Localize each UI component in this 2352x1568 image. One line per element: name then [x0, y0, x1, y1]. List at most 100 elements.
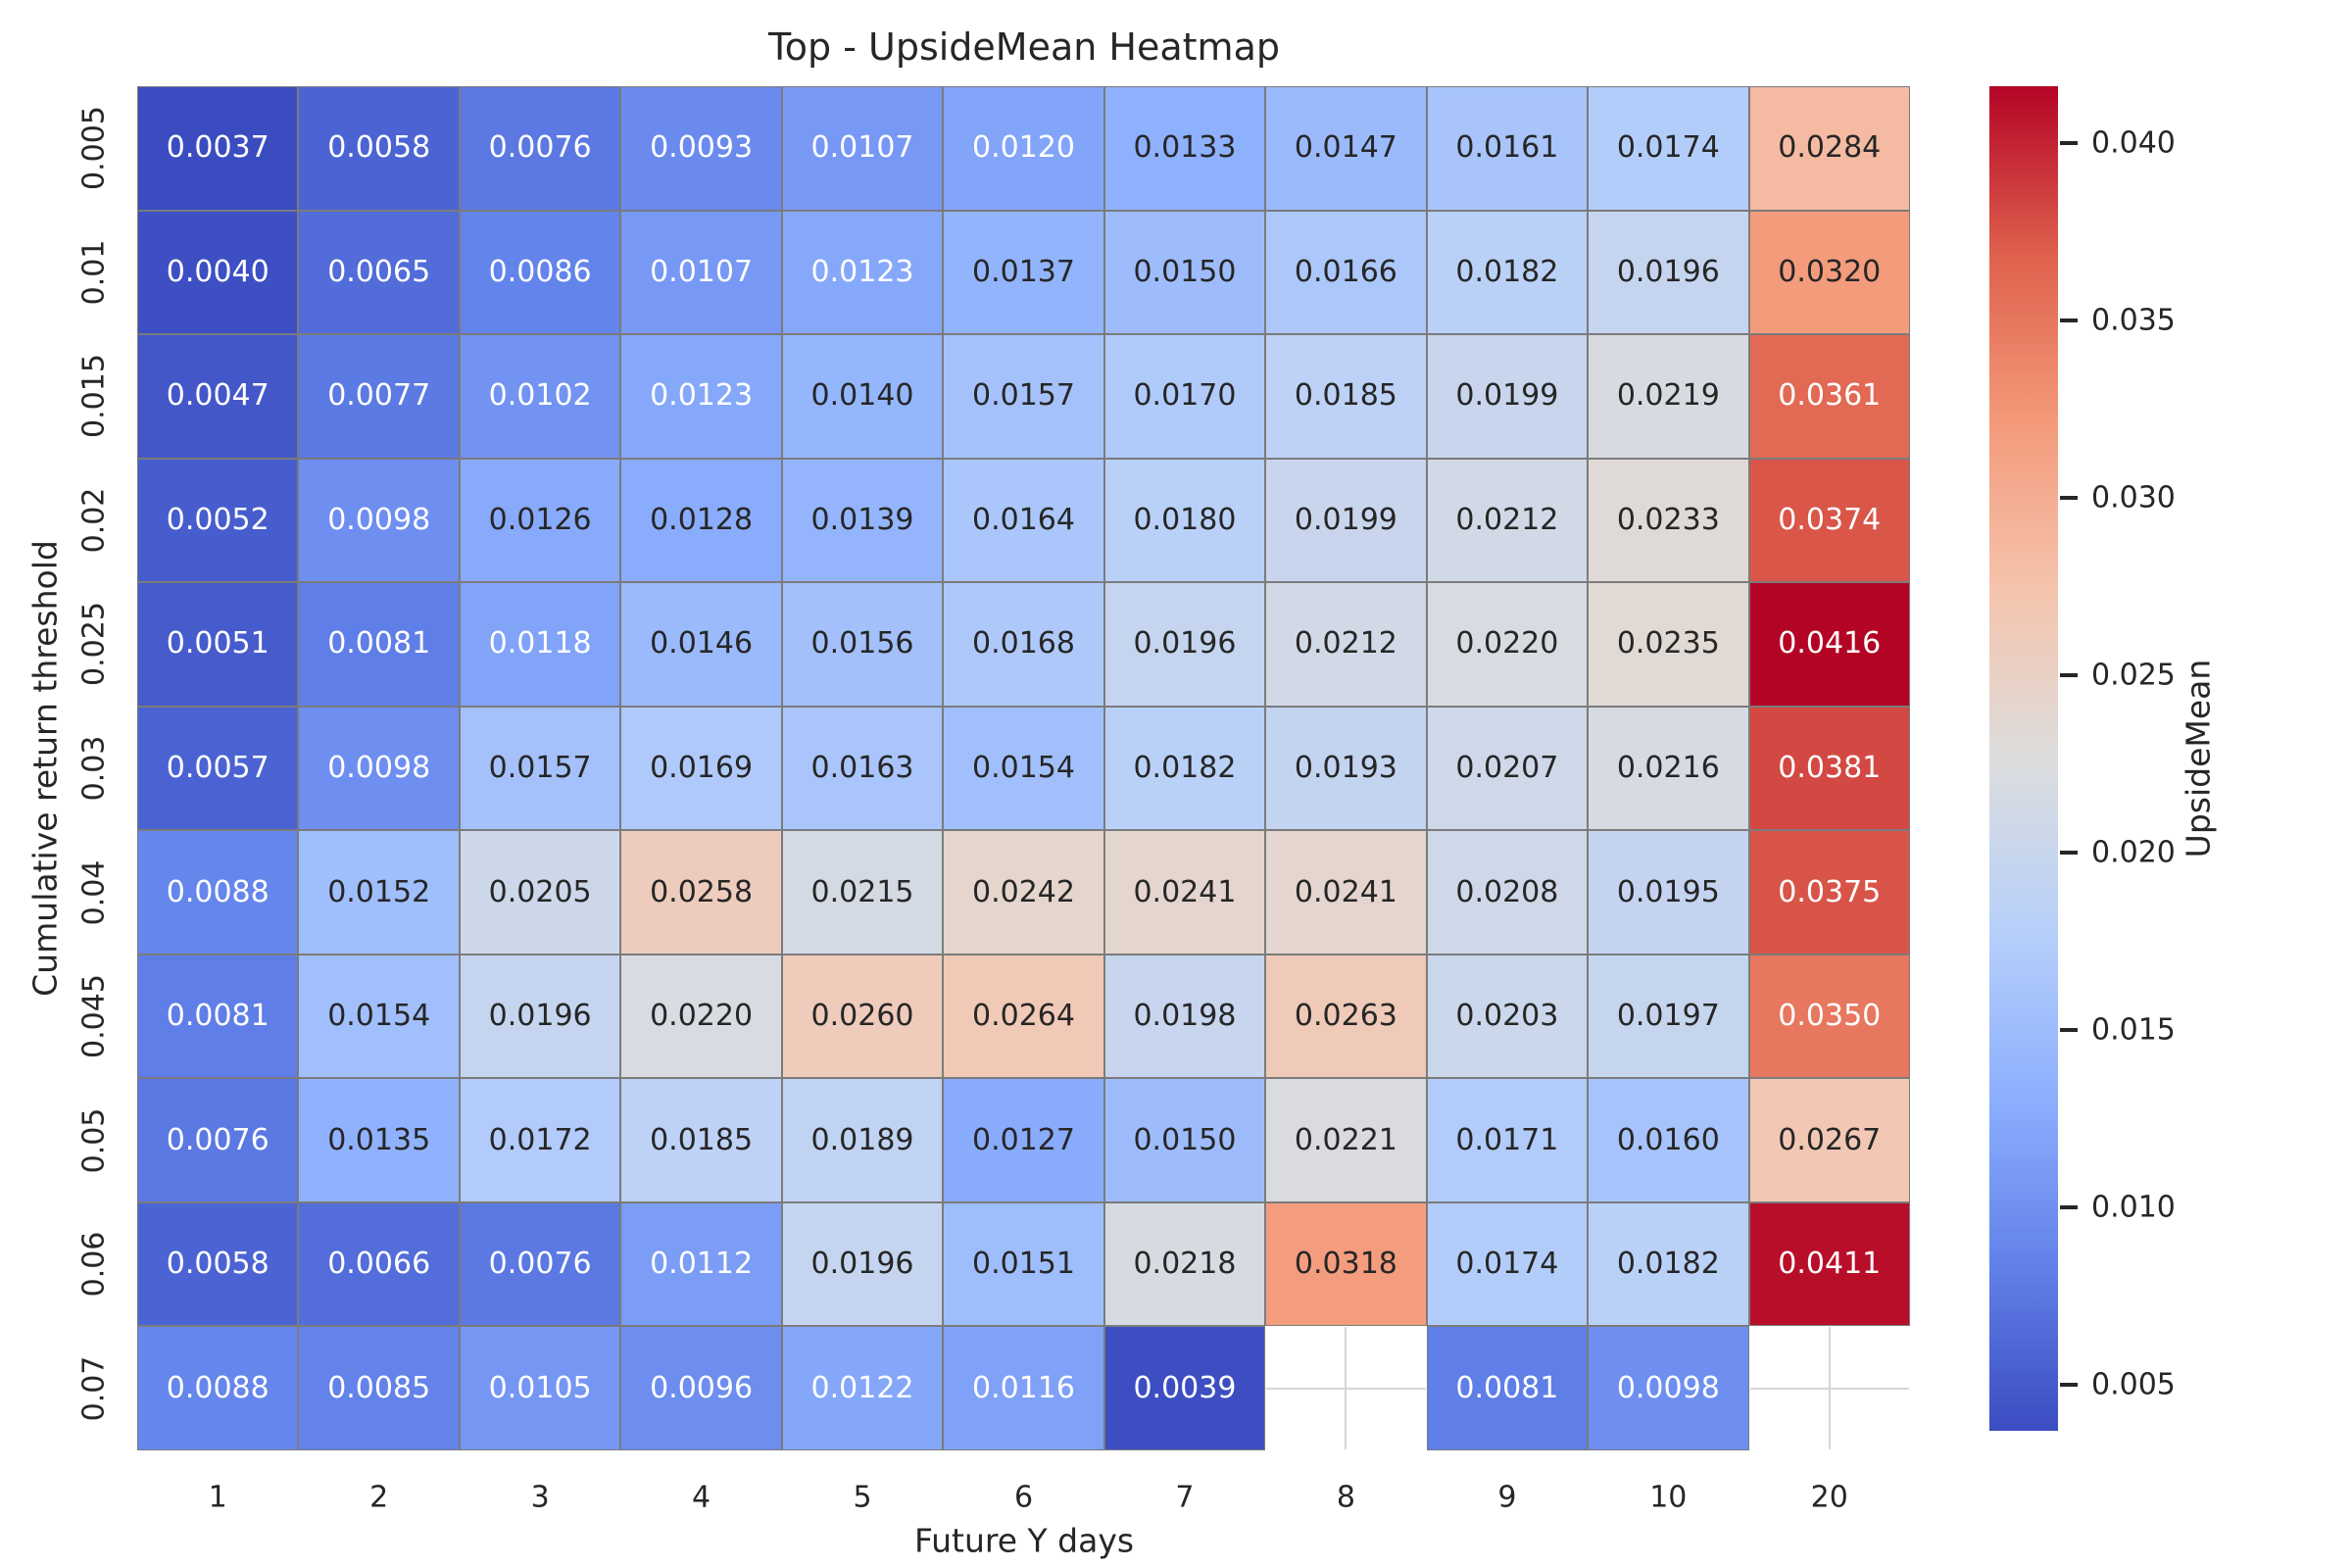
heatmap-cell: 0.0161	[1426, 86, 1589, 211]
cell-value: 0.0166	[1294, 254, 1397, 289]
heatmap-cell: 0.0123	[781, 210, 944, 335]
heatmap-cell: 0.0133	[1103, 86, 1266, 211]
heatmap-cell: 0.0105	[459, 1326, 621, 1450]
cell-value: 0.0205	[488, 874, 592, 909]
cell-value: 0.0123	[810, 254, 914, 289]
colorbar-tick-label: 0.035	[2091, 303, 2176, 338]
y-tick-label: 0.02	[76, 487, 112, 554]
cell-value: 0.0263	[1294, 999, 1397, 1034]
heatmap-cell: 0.0140	[781, 334, 944, 459]
colorbar-tick	[2060, 140, 2078, 145]
cell-value: 0.0318	[1294, 1247, 1397, 1282]
cell-value: 0.0196	[810, 1247, 914, 1282]
colorbar-tick-label: 0.015	[2091, 1012, 2176, 1048]
cell-value: 0.0065	[327, 254, 431, 289]
cell-value: 0.0168	[972, 626, 1075, 662]
heatmap-cell: 0.0066	[298, 1201, 460, 1327]
heatmap-cell: 0.0146	[620, 582, 782, 707]
heatmap-cell: 0.0193	[1265, 706, 1427, 831]
heatmap-cell: 0.0058	[298, 86, 460, 211]
x-axis-label: Future Y days	[913, 1521, 1135, 1560]
cell-value: 0.0081	[327, 626, 431, 662]
heatmap-cell: 0.0174	[1426, 1201, 1589, 1327]
cell-value: 0.0133	[1133, 130, 1237, 166]
heatmap-cell: 0.0081	[1426, 1326, 1589, 1450]
cell-value: 0.0098	[327, 750, 431, 785]
x-tick-label: 20	[1810, 1480, 1848, 1515]
y-tick-label: 0.04	[76, 859, 112, 925]
cell-value: 0.0161	[1455, 130, 1559, 166]
heatmap-cell: 0.0123	[620, 334, 782, 459]
cell-value: 0.0135	[327, 1122, 431, 1157]
cell-value: 0.0051	[166, 626, 270, 662]
cell-value: 0.0137	[972, 254, 1075, 289]
cell-value: 0.0151	[972, 1247, 1075, 1282]
cell-value: 0.0139	[810, 502, 914, 537]
cell-value: 0.0128	[650, 502, 754, 537]
cell-value: 0.0156	[810, 626, 914, 662]
x-tick-label: 2	[369, 1480, 389, 1515]
heatmap-cell: 0.0185	[1265, 334, 1427, 459]
x-tick-label: 6	[1013, 1480, 1034, 1515]
cell-value: 0.0146	[650, 626, 754, 662]
heatmap-cell: 0.0156	[781, 582, 944, 707]
cell-value: 0.0241	[1294, 874, 1397, 909]
y-tick-label: 0.015	[76, 354, 112, 439]
heatmap-cell: 0.0093	[620, 86, 782, 211]
heatmap-cell: 0.0381	[1748, 706, 1910, 831]
heatmap-cell: 0.0212	[1265, 582, 1427, 707]
y-tick-label: 0.06	[76, 1231, 112, 1298]
cell-value: 0.0193	[1294, 750, 1397, 785]
cell-value: 0.0212	[1455, 502, 1559, 537]
heatmap-cell: 0.0174	[1588, 86, 1749, 211]
heatmap-cell: 0.0180	[1103, 458, 1266, 583]
cell-value: 0.0098	[1616, 1370, 1720, 1405]
cell-value: 0.0284	[1778, 130, 1882, 166]
heatmap-cell: 0.0102	[459, 334, 621, 459]
heatmap-cell: 0.0157	[459, 706, 621, 831]
colorbar-tick-label: 0.025	[2091, 658, 2176, 693]
heatmap-cell: 0.0137	[943, 210, 1104, 335]
heatmap-cell: 0.0182	[1103, 706, 1266, 831]
cell-value: 0.0196	[488, 999, 592, 1034]
cell-value: 0.0152	[327, 874, 431, 909]
heatmap-cell: 0.0107	[620, 210, 782, 335]
heatmap-cell: 0.0152	[298, 830, 460, 955]
cell-value: 0.0057	[166, 750, 270, 785]
cell-value: 0.0160	[1616, 1122, 1720, 1157]
cell-value: 0.0182	[1455, 254, 1559, 289]
x-tick-label: 3	[530, 1480, 550, 1515]
colorbar-tick	[2060, 495, 2078, 500]
cell-value: 0.0076	[166, 1122, 270, 1157]
cell-value: 0.0154	[972, 750, 1075, 785]
colorbar-tick-label: 0.020	[2091, 835, 2176, 870]
colorbar-tick	[2060, 318, 2078, 322]
heatmap-cell: 0.0098	[298, 706, 460, 831]
cell-value: 0.0182	[1133, 750, 1237, 785]
heatmap-cell: 0.0185	[620, 1078, 782, 1202]
cell-value: 0.0058	[166, 1247, 270, 1282]
heatmap-cell: 0.0166	[1265, 210, 1427, 335]
cell-value: 0.0260	[810, 999, 914, 1034]
cell-value: 0.0199	[1294, 502, 1397, 537]
cell-value: 0.0219	[1616, 378, 1720, 414]
cell-value: 0.0189	[810, 1122, 914, 1157]
heatmap-cell: 0.0242	[943, 830, 1104, 955]
heatmap-cell: 0.0057	[137, 706, 299, 831]
cell-value: 0.0088	[166, 1370, 270, 1405]
heatmap-cell: 0.0220	[620, 954, 782, 1079]
cell-value: 0.0242	[972, 874, 1075, 909]
heatmap-cell: 0.0195	[1588, 830, 1749, 955]
heatmap-cell: 0.0051	[137, 582, 299, 707]
cell-value: 0.0107	[810, 130, 914, 166]
heatmap-cell: 0.0128	[620, 458, 782, 583]
heatmap-cell: 0.0151	[943, 1201, 1104, 1327]
cell-value: 0.0154	[327, 999, 431, 1034]
cell-value: 0.0122	[810, 1370, 914, 1405]
cell-value: 0.0195	[1616, 874, 1720, 909]
cell-value: 0.0220	[1455, 626, 1559, 662]
heatmap-cell: 0.0215	[781, 830, 944, 955]
y-tick-label: 0.01	[76, 239, 112, 306]
cell-value: 0.0102	[488, 378, 592, 414]
colorbar-tick	[2060, 1382, 2078, 1387]
